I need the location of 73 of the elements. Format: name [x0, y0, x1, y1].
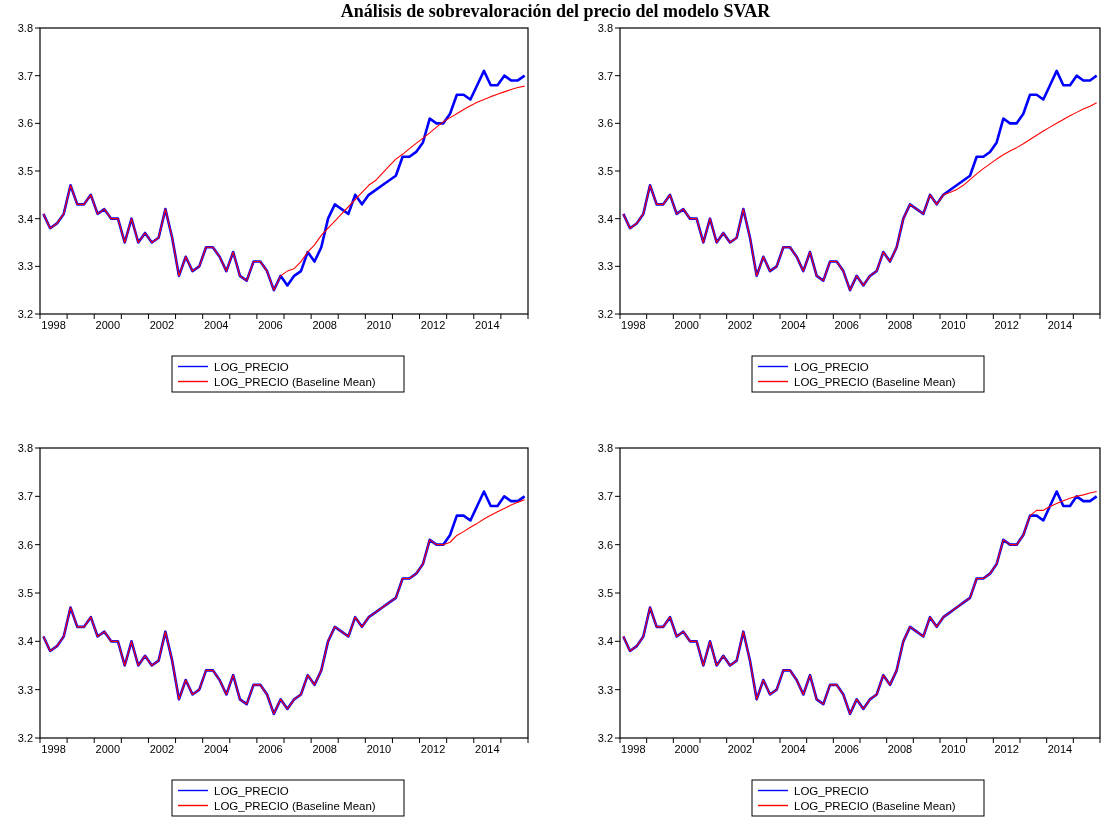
x-tick-label: 2006	[834, 743, 859, 755]
x-tick-label: 2004	[781, 743, 806, 755]
x-tick-label: 2012	[420, 743, 446, 755]
y-tick-label: 3.4	[597, 635, 613, 648]
x-tick-label: 2000	[674, 319, 699, 331]
y-tick-label: 3.2	[17, 731, 33, 744]
y-tick-label: 3.7	[597, 490, 613, 503]
x-tick-label: 2012	[994, 743, 1019, 755]
y-tick-label: 3.2	[597, 731, 613, 744]
y-tick-label: 3.3	[597, 683, 613, 696]
x-tick-label: 2014	[1047, 319, 1073, 331]
y-tick-label: 3.6	[597, 117, 613, 130]
legend-label: LOG_PRECIO	[214, 784, 289, 797]
x-tick-label: 2006	[258, 319, 283, 331]
x-tick-label: 2002	[727, 743, 753, 755]
y-tick-label: 3.2	[17, 307, 33, 320]
y-tick-label: 3.6	[17, 538, 33, 551]
x-tick-label: 2010	[366, 319, 392, 331]
x-tick-label: 2006	[834, 319, 859, 331]
y-tick-label: 3.3	[17, 260, 33, 273]
y-tick-label: 3.3	[17, 683, 33, 696]
y-tick-label: 3.4	[17, 212, 33, 225]
y-tick-label: 3.5	[597, 164, 613, 177]
x-tick-label: 1998	[41, 319, 66, 331]
x-tick-label: 1998	[621, 319, 646, 331]
legend-label: LOG_PRECIO	[214, 360, 289, 373]
x-tick-label: 2002	[149, 319, 175, 331]
x-tick-label: 2008	[887, 319, 913, 331]
y-tick-label: 3.5	[597, 586, 613, 599]
y-tick-label: 3.5	[17, 164, 33, 177]
y-tick-label: 3.6	[17, 117, 33, 130]
y-tick-label: 3.8	[597, 441, 613, 454]
x-tick-label: 2006	[258, 743, 283, 755]
x-tick-label: 1998	[41, 743, 66, 755]
y-tick-label: 3.7	[17, 69, 33, 82]
y-tick-label: 3.5	[17, 586, 33, 599]
x-tick-label: 2010	[941, 743, 966, 755]
x-tick-label: 2012	[420, 319, 446, 331]
x-tick-label: 2008	[887, 743, 913, 755]
y-tick-label: 3.8	[17, 21, 33, 34]
x-tick-label: 2000	[95, 319, 121, 331]
x-tick-label: 2008	[312, 319, 337, 331]
x-tick-label: 2004	[781, 319, 806, 331]
legend-label: LOG_PRECIO (Baseline Mean)	[214, 799, 376, 812]
y-tick-label: 3.7	[17, 490, 33, 503]
chart-title: Análisis de sobrevaloración del precio del modelo SVAR	[340, 1, 772, 21]
y-tick-label: 3.3	[597, 260, 613, 273]
x-tick-label: 2008	[312, 743, 337, 755]
x-tick-label: 2002	[149, 743, 175, 755]
legend-label: LOG_PRECIO	[794, 360, 869, 373]
y-tick-label: 3.8	[17, 441, 33, 454]
x-tick-label: 2010	[941, 319, 966, 331]
x-tick-label: 1998	[621, 743, 646, 755]
y-tick-label: 3.2	[597, 307, 613, 320]
x-tick-label: 2014	[475, 743, 500, 755]
x-tick-label: 2010	[366, 743, 392, 755]
x-tick-label: 2012	[994, 319, 1019, 331]
y-tick-label: 3.4	[17, 635, 33, 648]
legend-label: LOG_PRECIO (Baseline Mean)	[214, 375, 376, 388]
x-tick-label: 2000	[674, 743, 699, 755]
x-tick-label: 2000	[95, 743, 121, 755]
y-tick-label: 3.7	[597, 69, 613, 82]
y-tick-label: 3.6	[597, 538, 613, 551]
x-tick-label: 2004	[203, 319, 229, 331]
x-tick-label: 2002	[727, 319, 753, 331]
x-tick-label: 2014	[1047, 743, 1073, 755]
x-tick-label: 2004	[203, 743, 229, 755]
legend-label: LOG_PRECIO (Baseline Mean)	[794, 375, 956, 388]
x-tick-label: 2014	[475, 319, 500, 331]
y-tick-label: 3.8	[597, 21, 613, 34]
legend-label: LOG_PRECIO (Baseline Mean)	[794, 799, 956, 812]
y-tick-label: 3.4	[597, 212, 613, 225]
legend-label: LOG_PRECIO	[794, 784, 869, 797]
